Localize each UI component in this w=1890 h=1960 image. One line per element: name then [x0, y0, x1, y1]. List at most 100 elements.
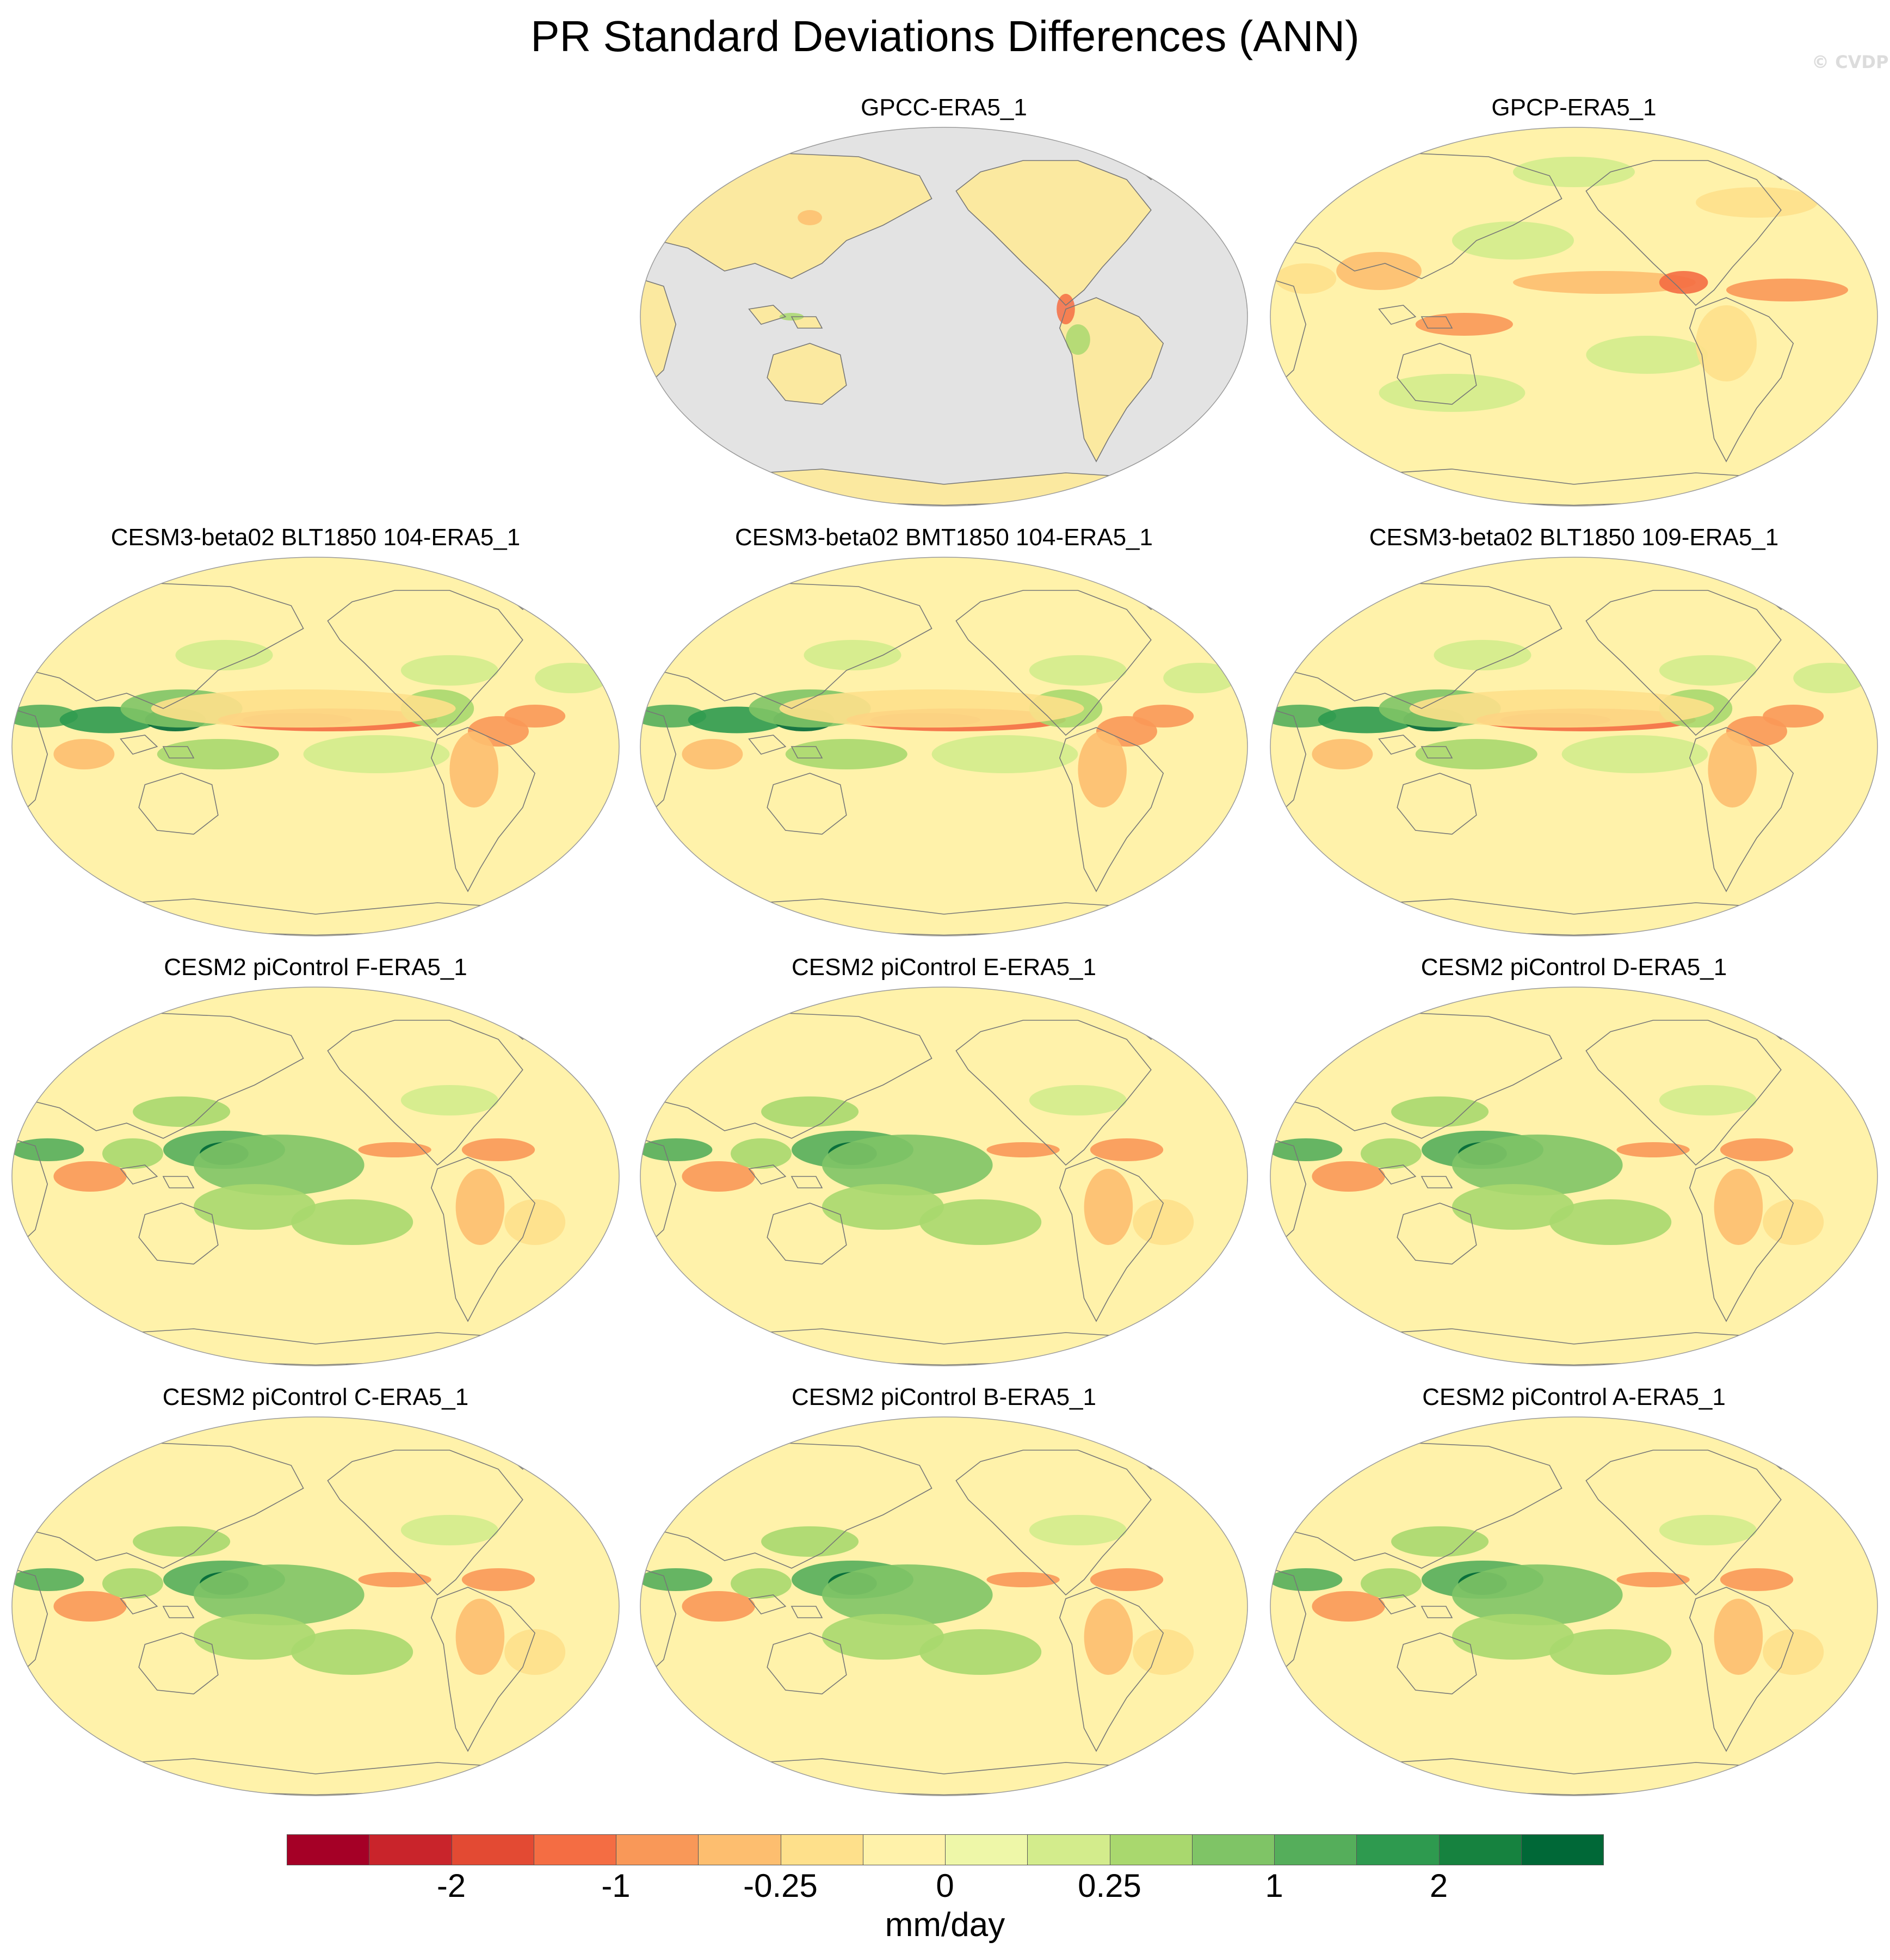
coastline — [430, 1587, 536, 1752]
anomaly-patch — [1714, 1599, 1763, 1675]
coastline — [767, 1632, 847, 1694]
anomaly-patch — [1659, 655, 1757, 686]
anomaly-patch — [1561, 735, 1708, 773]
anomaly-patch — [303, 735, 450, 773]
land-fill — [767, 343, 847, 404]
anomaly-patch — [194, 1184, 316, 1230]
anomaly-patch — [1415, 739, 1537, 769]
world-map — [11, 1416, 620, 1796]
coastline — [1397, 343, 1477, 405]
anomaly-patch — [682, 1591, 755, 1622]
coastline — [1420, 1606, 1453, 1618]
anomaly-patch — [822, 1135, 993, 1195]
coastline — [1397, 1203, 1477, 1265]
anomaly-patch — [1361, 1138, 1422, 1169]
coastline — [640, 582, 932, 709]
colorbar-tick-label: -2 — [436, 1867, 466, 1904]
anomaly-patch — [1549, 1629, 1672, 1675]
anomaly-patch — [761, 1096, 859, 1127]
coastline — [12, 1567, 48, 1684]
coastline — [1270, 1012, 1562, 1139]
anomaly-patch — [1084, 1599, 1133, 1675]
anomaly-patch — [194, 1564, 365, 1625]
colorbar-bin — [1191, 1834, 1275, 1865]
anomaly-patch — [1084, 1169, 1133, 1245]
coastline — [430, 1157, 536, 1322]
anomaly-patch — [1270, 705, 1337, 728]
coastline — [327, 1450, 523, 1596]
coastline — [162, 746, 195, 759]
coastline — [1270, 278, 1307, 394]
coastline — [12, 1012, 304, 1139]
anomaly-patch — [1312, 739, 1373, 769]
anomaly-patch — [1312, 1591, 1385, 1622]
anomaly-patch — [1763, 1199, 1824, 1245]
coastline — [640, 278, 677, 394]
panel-title: CESM2 piControl F-ERA5_1 — [164, 954, 467, 981]
anomaly-patch — [102, 1568, 163, 1599]
panel-title: CESM2 piControl A-ERA5_1 — [1422, 1384, 1726, 1410]
anomaly-patch — [1659, 1085, 1757, 1115]
coastline — [640, 707, 677, 824]
coastline — [955, 160, 1152, 306]
coastline — [1059, 727, 1164, 892]
coastline — [790, 1176, 823, 1188]
panel-title: CESM3-beta02 BLT1850 104-ERA5_1 — [110, 524, 521, 551]
anomaly-patch — [804, 640, 901, 670]
anomaly-patch — [682, 1161, 755, 1192]
coastline — [767, 1203, 847, 1265]
coastline — [640, 1137, 677, 1254]
colorbar-bin — [698, 1834, 781, 1865]
anomaly-patch — [102, 1138, 163, 1169]
anomaly-patch — [1513, 271, 1696, 294]
map-border — [11, 1416, 620, 1796]
coastline — [748, 735, 787, 755]
coastline — [1397, 773, 1477, 835]
anomaly-patch — [1513, 157, 1635, 187]
coastline — [1689, 297, 1794, 463]
colorbar-tick-label: 2 — [1429, 1867, 1448, 1904]
anomaly-patch — [1066, 324, 1090, 355]
colorbar-bin — [616, 1834, 699, 1865]
anomaly-patch — [12, 705, 78, 728]
anomaly-patch — [400, 1515, 499, 1545]
colorbar-bin — [1274, 1834, 1357, 1865]
world-map — [640, 987, 1248, 1366]
anomaly-patch — [1452, 1135, 1623, 1195]
anomaly-patch — [640, 705, 707, 728]
anomaly-patch — [504, 705, 566, 728]
anomaly-patch — [1616, 1142, 1690, 1157]
coastline — [1420, 316, 1453, 329]
coastline — [1585, 1450, 1782, 1596]
coastline — [12, 707, 48, 824]
anomaly-patch — [1714, 1169, 1763, 1245]
land-fill — [749, 305, 786, 324]
coastline — [1378, 1594, 1417, 1614]
anomaly-patch — [822, 1564, 993, 1625]
world-map — [11, 987, 620, 1366]
map-panel: CESM2 piControl E-ERA5_1 — [634, 952, 1254, 1377]
anomaly-patch — [986, 1572, 1060, 1587]
anomaly-patch — [1696, 305, 1757, 381]
world-map — [1270, 1416, 1878, 1796]
coastline — [1420, 746, 1453, 759]
anomaly-patch — [1029, 1515, 1127, 1545]
anomaly-patch — [400, 655, 499, 686]
coastline — [1378, 305, 1417, 325]
map-border — [1270, 987, 1878, 1366]
coastline — [640, 1012, 932, 1139]
colorbar — [287, 1834, 1604, 1865]
map-border — [1270, 127, 1878, 507]
anomaly-patch — [761, 1526, 859, 1557]
anomaly-patch — [919, 1199, 1042, 1245]
anomaly-patch — [1391, 1096, 1489, 1127]
coastline — [12, 1137, 48, 1254]
map-border — [1270, 1416, 1878, 1796]
map-panel: CESM3-beta02 BMT1850 104-ERA5_1 — [634, 522, 1254, 947]
coastline — [327, 590, 523, 736]
world-map — [1270, 987, 1878, 1366]
coastline — [1689, 1157, 1794, 1322]
coastline — [955, 590, 1152, 736]
anomaly-patch — [1029, 655, 1127, 686]
coastline — [790, 1606, 823, 1618]
